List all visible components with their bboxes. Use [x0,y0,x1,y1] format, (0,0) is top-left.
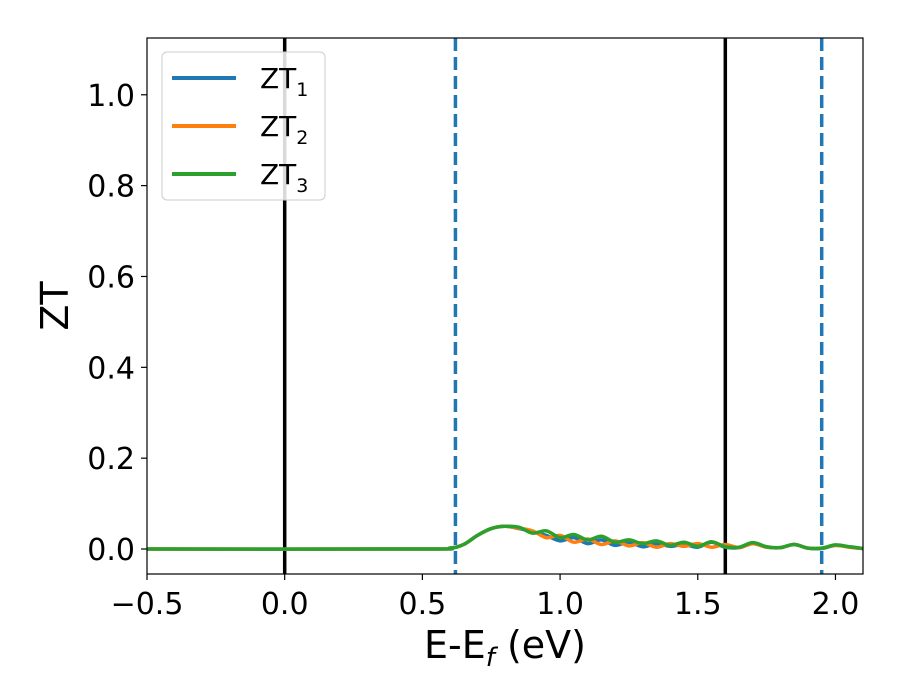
x-axis-ticks: −0.5 0.0 0.5 1.0 1.5 2.0 [111,574,860,622]
y-tick-label: 0.6 [87,260,135,295]
x-tick-label: 2.0 [812,587,860,622]
legend-label-zt1: ZT1 [260,62,308,101]
x-tick-label: −0.5 [111,587,184,622]
y-tick-label: 0.4 [87,351,135,386]
x-axis-label-unit: (eV) [495,623,586,667]
series-line-zt3 [147,524,863,551]
x-tick-label: 0.5 [399,587,447,622]
y-tick-label: 0.8 [87,170,135,205]
y-tick-label: 1.0 [87,79,135,114]
y-axis-ticks: 0.0 0.2 0.4 0.6 0.8 1.0 [87,79,147,568]
x-tick-label: 1.0 [536,587,584,622]
x-tick-label: 0.0 [261,587,309,622]
legend-box [161,51,326,201]
plot-frame [146,37,864,575]
legend-label-zt3: ZT3 [260,158,308,197]
x-axis-label: E-Ef (eV) [424,623,586,673]
x-tick-label: 1.5 [674,587,722,622]
y-axis-label: ZT [33,281,77,331]
series-lines [147,524,863,551]
y-tick-label: 0.0 [87,533,135,568]
legend-label-zt2: ZT2 [260,110,308,149]
y-tick-label: 0.2 [87,442,135,477]
legend: ZT1 ZT2 ZT3 [161,51,326,201]
